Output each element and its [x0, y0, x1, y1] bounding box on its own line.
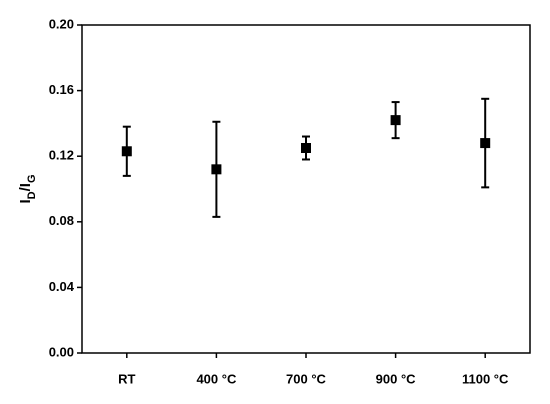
x-tick-label: 700 °C: [286, 371, 327, 386]
x-tick-label: 1100 °C: [462, 371, 509, 386]
marker: [121, 146, 132, 157]
marker: [301, 143, 311, 153]
x-tick-label: 400 °C: [196, 371, 237, 386]
y-label-part: I: [17, 199, 34, 203]
y-tick-label: 0.08: [49, 213, 74, 228]
x-tick-label: RT: [118, 371, 135, 386]
marker: [390, 115, 401, 126]
y-label-sub: D: [26, 191, 38, 199]
y-label-sub: G: [26, 174, 38, 183]
marker: [480, 138, 491, 149]
y-tick-label: 0.00: [49, 344, 74, 359]
plot-frame: [81, 24, 531, 354]
y-tick-label: 0.04: [49, 279, 75, 294]
y-label-part: /I: [17, 183, 34, 191]
y-tick-label: 0.20: [49, 16, 74, 31]
y-tick-label: 0.16: [49, 82, 74, 97]
x-tick-label: 900 °C: [376, 371, 417, 386]
marker: [211, 164, 222, 175]
y-axis-label: ID/IG: [17, 174, 38, 203]
y-tick-label: 0.12: [49, 148, 74, 163]
